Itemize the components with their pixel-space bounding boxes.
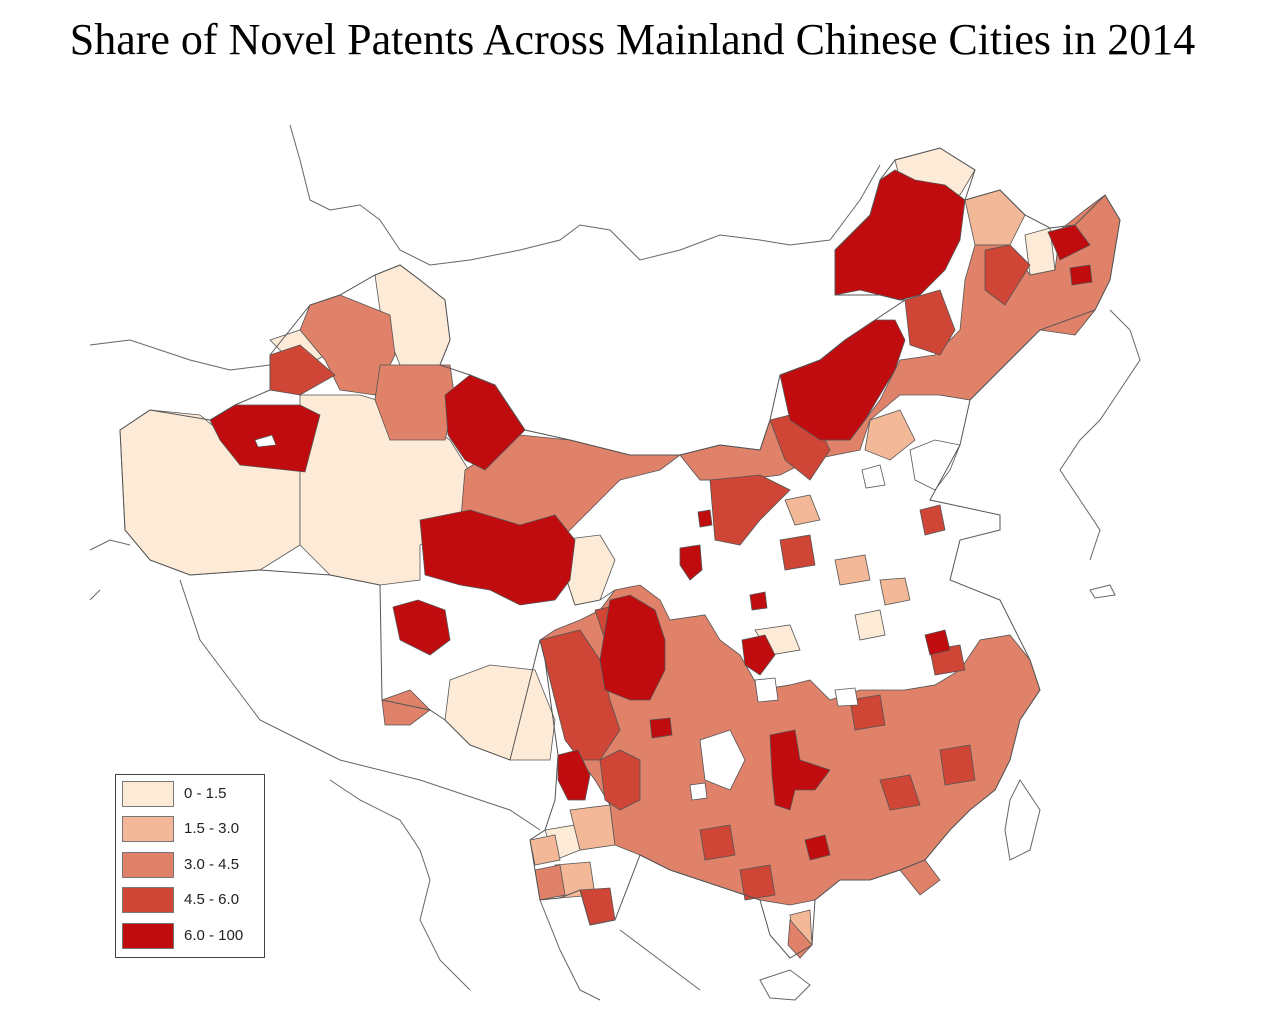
legend-swatch [122,852,174,878]
legend-label: 4.5 - 6.0 [184,891,240,908]
legend-item-4.5-6.0: 4.5 - 6.0 [122,887,262,915]
neighbor-outlines [89,124,1141,1001]
legend-item-6.0-100: 6.0 - 100 [122,923,262,951]
country-outline [119,147,1121,959]
legend-item-3.0-4.5: 3.0 - 4.5 [122,852,262,880]
legend-swatch [122,816,174,842]
map-legend: 0 - 1.5 1.5 - 3.0 3.0 - 4.5 4.5 - 6.0 6.… [115,774,265,958]
legend-label: 0 - 1.5 [184,785,227,802]
legend-label: 6.0 - 100 [184,927,244,944]
legend-item-1.5-3.0: 1.5 - 3.0 [122,816,262,844]
legend-label: 3.0 - 4.5 [184,856,240,873]
class-3.0-4.5-regions [299,194,1121,959]
map-title: Share of Novel Patents Across Mainland C… [69,15,1196,64]
legend-swatch [122,887,174,913]
legend-swatch [122,781,174,807]
lakes [254,434,961,801]
legend-item-0-1.5: 0 - 1.5 [122,781,262,809]
legend-swatch [122,923,174,949]
legend-label: 1.5 - 3.0 [184,820,240,837]
